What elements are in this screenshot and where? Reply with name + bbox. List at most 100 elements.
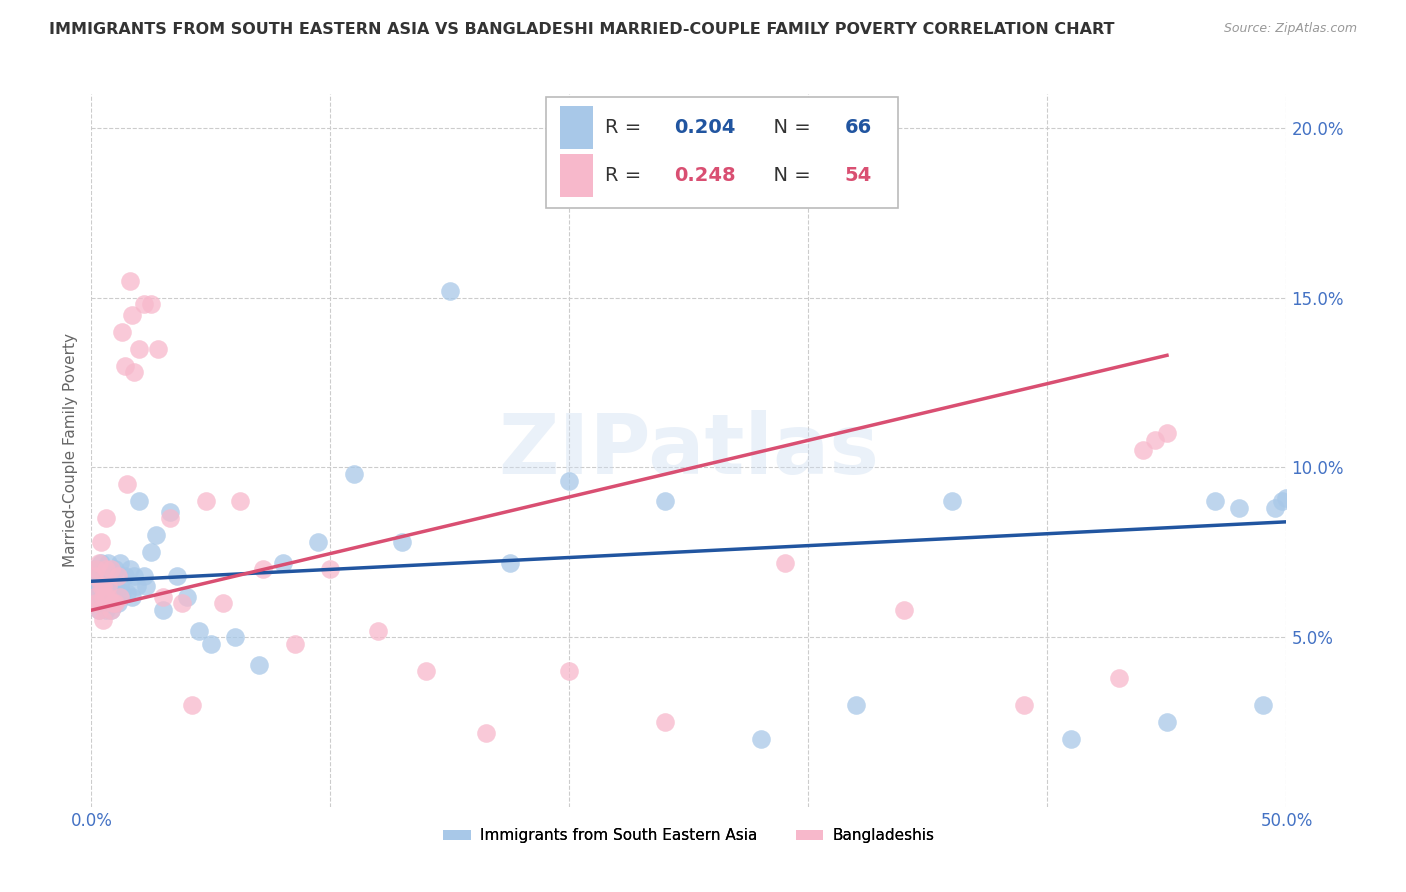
- Point: [152, 603, 174, 617]
- Point: [90, 535, 112, 549]
- Point: [558, 665, 581, 679]
- Point: [128, 342, 150, 356]
- Point: [141, 545, 162, 559]
- Point: [93, 590, 114, 604]
- Point: [152, 590, 174, 604]
- Point: [159, 511, 181, 525]
- Point: [90, 579, 112, 593]
- Bar: [560, 106, 593, 149]
- Point: [84, 569, 107, 583]
- Point: [94, 590, 117, 604]
- Point: [247, 657, 270, 672]
- Point: [654, 715, 676, 730]
- Point: [111, 325, 134, 339]
- Point: [391, 535, 413, 549]
- Point: [128, 494, 150, 508]
- Point: [115, 477, 138, 491]
- Point: [94, 562, 117, 576]
- Point: [87, 603, 110, 617]
- Text: 54: 54: [845, 166, 872, 186]
- Point: [84, 596, 107, 610]
- Point: [90, 579, 112, 593]
- Point: [941, 494, 963, 508]
- Point: [100, 603, 122, 617]
- FancyBboxPatch shape: [546, 97, 898, 208]
- Point: [87, 603, 110, 617]
- Point: [132, 569, 155, 583]
- Point: [114, 359, 136, 373]
- Point: [124, 569, 146, 583]
- Point: [367, 624, 389, 638]
- Point: [93, 569, 114, 583]
- Point: [135, 579, 157, 593]
- Point: [107, 569, 129, 583]
- Point: [319, 562, 342, 576]
- Point: [93, 613, 114, 627]
- Point: [125, 579, 148, 593]
- Text: 66: 66: [845, 118, 872, 136]
- Point: [159, 505, 181, 519]
- Point: [104, 596, 127, 610]
- Point: [90, 590, 112, 604]
- Point: [121, 590, 143, 604]
- Point: [145, 528, 167, 542]
- Point: [252, 562, 274, 576]
- Point: [1156, 715, 1178, 730]
- Point: [1132, 443, 1154, 458]
- Point: [118, 562, 141, 576]
- Point: [87, 556, 110, 570]
- Point: [83, 569, 105, 583]
- Point: [172, 596, 194, 610]
- Text: N =: N =: [761, 166, 817, 186]
- Point: [118, 274, 141, 288]
- Point: [187, 624, 211, 638]
- Point: [141, 297, 162, 311]
- Point: [439, 284, 461, 298]
- Point: [84, 562, 107, 576]
- Point: [93, 579, 114, 593]
- Point: [100, 562, 122, 576]
- Point: [83, 590, 105, 604]
- Point: [87, 562, 110, 576]
- Point: [97, 590, 120, 604]
- Point: [845, 698, 868, 713]
- Point: [1012, 698, 1035, 713]
- Point: [1204, 494, 1226, 508]
- Point: [107, 596, 129, 610]
- Text: N =: N =: [761, 118, 817, 136]
- Point: [498, 556, 520, 570]
- Point: [111, 586, 134, 600]
- Point: [84, 590, 107, 604]
- Y-axis label: Married-Couple Family Poverty: Married-Couple Family Poverty: [62, 334, 77, 567]
- Point: [893, 603, 915, 617]
- Bar: [560, 154, 593, 197]
- Point: [97, 579, 120, 593]
- Text: Source: ZipAtlas.com: Source: ZipAtlas.com: [1223, 22, 1357, 36]
- Point: [558, 474, 581, 488]
- Point: [1271, 494, 1294, 508]
- Point: [87, 579, 110, 593]
- Point: [1144, 434, 1167, 448]
- Point: [83, 579, 105, 593]
- Point: [114, 569, 136, 583]
- Point: [474, 725, 498, 739]
- Point: [176, 590, 198, 604]
- Point: [101, 596, 124, 610]
- Point: [108, 590, 131, 604]
- Point: [211, 596, 233, 610]
- Point: [94, 590, 117, 604]
- Point: [83, 562, 105, 576]
- Point: [101, 586, 124, 600]
- Point: [90, 556, 112, 570]
- Point: [101, 569, 124, 583]
- Text: ZIPatlas: ZIPatlas: [499, 410, 879, 491]
- Point: [284, 637, 307, 651]
- Point: [108, 579, 131, 593]
- Point: [104, 562, 127, 576]
- Point: [94, 603, 117, 617]
- Text: 0.204: 0.204: [675, 118, 735, 136]
- Point: [271, 556, 294, 570]
- Point: [1060, 732, 1083, 747]
- Point: [228, 494, 250, 508]
- Legend: Immigrants from South Eastern Asia, Bangladeshis: Immigrants from South Eastern Asia, Bang…: [437, 822, 941, 849]
